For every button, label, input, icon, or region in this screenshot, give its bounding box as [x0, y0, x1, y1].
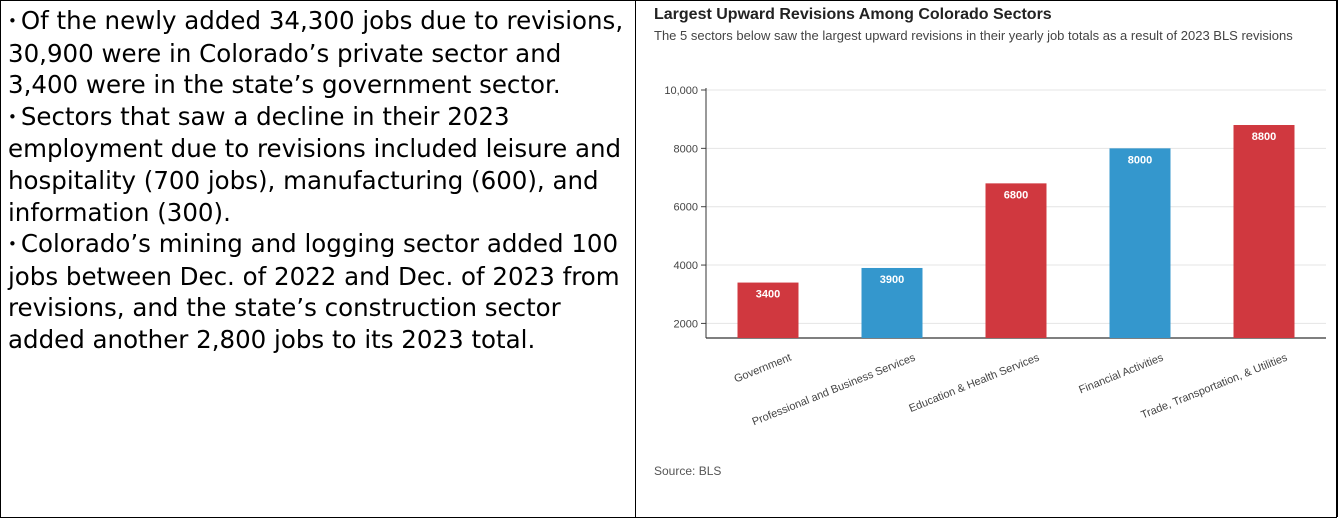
x-tick-label: Government: [733, 352, 794, 386]
bar-data-label: 8800: [1252, 131, 1276, 143]
bullet-text: Of the newly added 34,300 jobs due to re…: [8, 6, 624, 100]
chart-title: Largest Upward Revisions Among Colorado …: [654, 6, 1052, 23]
bullet-item: • Of the newly added 34,300 jobs due to r…: [8, 5, 627, 101]
bullet-item: • Sectors that saw a decline in their 202…: [8, 101, 627, 228]
y-tick-label: 6000: [674, 202, 698, 214]
y-tick-label: 8000: [674, 143, 698, 155]
y-tick-label: 4000: [674, 260, 698, 272]
bar: [1233, 125, 1295, 338]
bullet-text: Colorado’s mining and logging sector add…: [8, 229, 620, 354]
bar-data-label: 3400: [756, 289, 780, 301]
bullet-dot: •: [8, 107, 17, 126]
chart-container: Largest Upward Revisions Among Colorado …: [636, 1, 1336, 517]
chart-subtitle: The 5 sectors below saw the largest upwa…: [654, 28, 1293, 43]
y-tick-label: 2000: [674, 318, 698, 330]
bar-data-label: 8000: [1128, 154, 1152, 166]
bar: [1109, 148, 1171, 338]
bar: [861, 267, 923, 338]
y-tick-label: 10,000: [664, 85, 698, 97]
bar-chart: 2000 4000 6000 8000 10,000 3400 Government 3900…: [664, 85, 1326, 428]
chart-source: Source: BLS: [654, 464, 722, 478]
bar: [985, 183, 1047, 338]
chart-cell: Largest Upward Revisions Among Colorado …: [635, 0, 1337, 518]
bar: [737, 282, 799, 338]
bullet-text: Sectors that saw a decline in their 2023…: [8, 101, 622, 227]
bar-data-label: 3900: [880, 274, 904, 286]
bullet-dot: •: [8, 235, 17, 254]
bullet-item: • Colorado’s mining and logging sector ad…: [8, 228, 627, 355]
bullet-list: • Of the newly added 34,300 jobs due to r…: [1, 1, 635, 356]
bullet-dot: •: [8, 12, 17, 30]
text-cell: • Of the newly added 34,300 jobs due to r…: [0, 0, 636, 518]
x-tick-label: Education & Health Services: [907, 351, 1041, 415]
x-tick-label: Financial Activities: [1077, 351, 1165, 396]
bar-data-label: 6800: [1004, 189, 1028, 201]
